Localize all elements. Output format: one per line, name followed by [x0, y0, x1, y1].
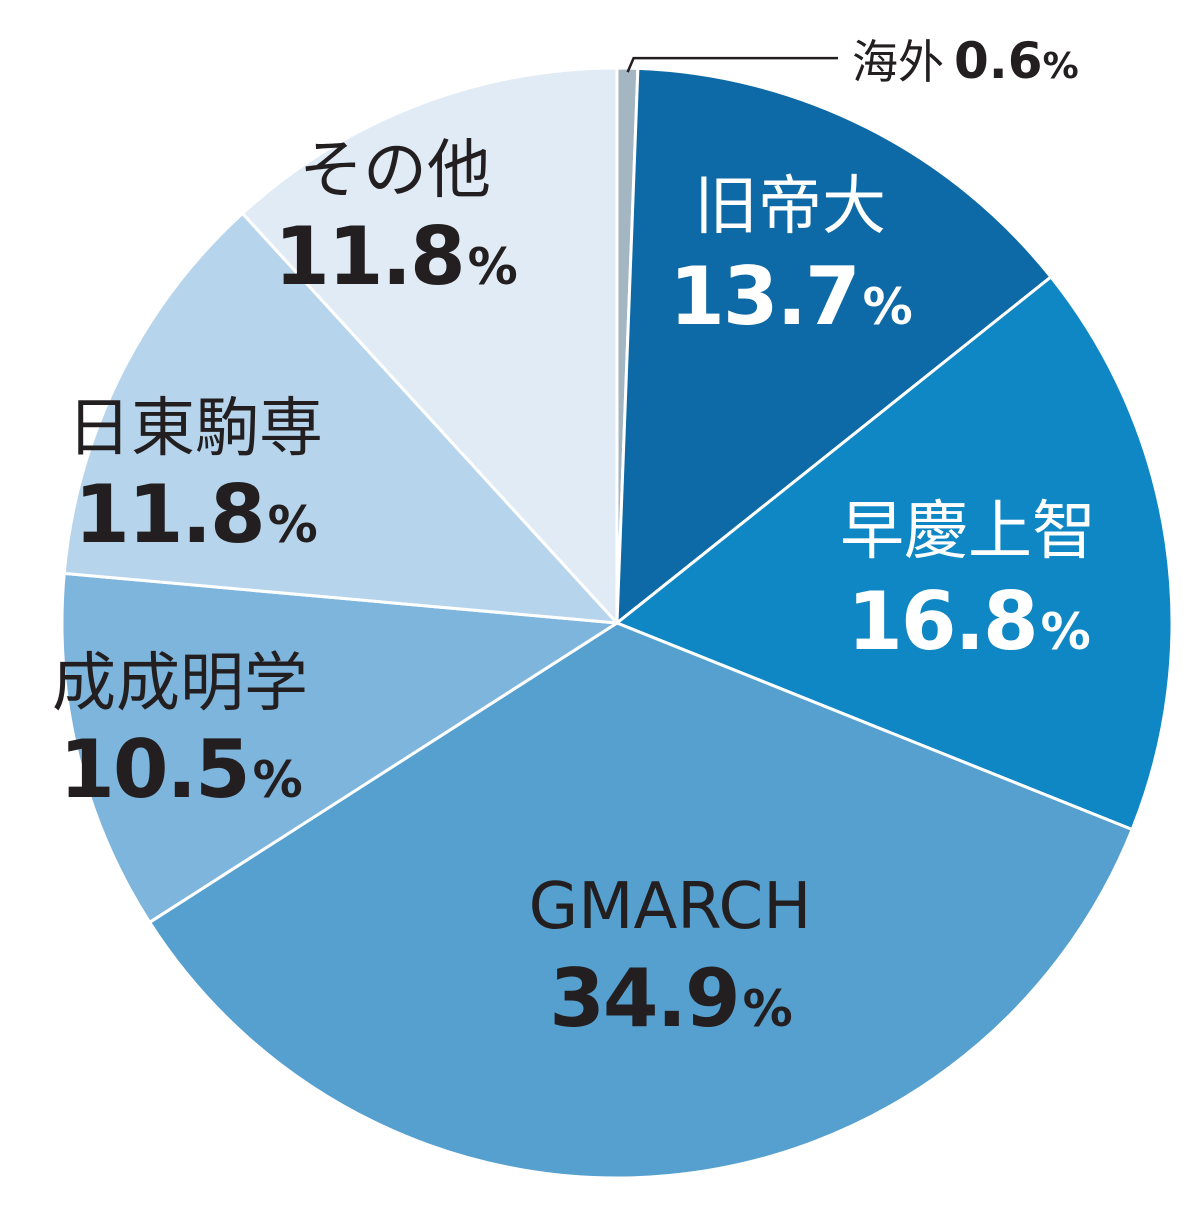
- pie-slices: [60, 66, 1174, 1180]
- slice-value-3: 34.9%: [549, 952, 791, 1045]
- slice-name-3: GMARCH: [529, 870, 812, 944]
- pie-slice-5: [62, 211, 619, 625]
- pie-slice-3: [148, 621, 1134, 1180]
- pie-slice-4: [60, 571, 619, 924]
- slice-value-4: 10.5%: [59, 723, 301, 816]
- slice-name-6: その他: [299, 134, 491, 208]
- slice-name-1: 旧帝大: [694, 170, 886, 244]
- slice-value-6: 11.8%: [274, 210, 516, 303]
- slice-name-4: 成成明学: [52, 647, 308, 721]
- slice-value-1: 13.7%: [669, 250, 911, 343]
- pie-slice-1: [615, 66, 1053, 625]
- slice-label-0: 海外 0.6%: [852, 32, 1079, 90]
- slice-value-5: 11.8%: [74, 468, 316, 561]
- pie-slice-2: [615, 275, 1174, 832]
- slice-name-5: 日東駒専: [67, 392, 323, 466]
- slice-value-2: 16.8%: [847, 575, 1089, 668]
- slice-name-2: 早慶上智: [840, 495, 1096, 569]
- callout-leader-line: [626, 56, 838, 73]
- pie-slice-6: [240, 66, 619, 625]
